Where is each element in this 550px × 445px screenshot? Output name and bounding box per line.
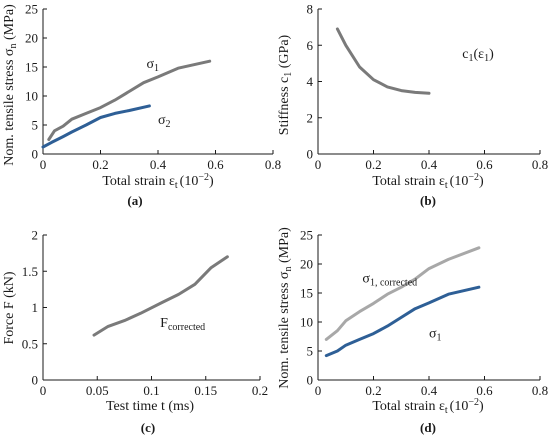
y-tick-label: 0: [32, 147, 39, 162]
y-tick-label: 10: [25, 89, 38, 104]
series-label: Fcorrected: [160, 316, 205, 333]
y-axis-label: Nom. tensile stress σn (MPa): [2, 4, 19, 166]
x-axis-label: Total strain εt (10−2): [372, 397, 484, 416]
panel-label: (a): [127, 193, 142, 208]
y-tick-label: 2: [32, 228, 39, 243]
x-tick-label: 0.15: [194, 383, 217, 398]
x-tick-label: 0.8: [532, 157, 548, 172]
panel-label: (b): [420, 193, 436, 208]
x-tick-label: 0.05: [86, 383, 109, 398]
y-tick-label: 0: [32, 373, 39, 388]
x-tick-label: 0.6: [476, 383, 493, 398]
series-line-0: [92, 255, 229, 337]
series-line-1: [324, 285, 481, 358]
series-line-1: [41, 104, 151, 149]
x-tick-label: 0.1: [143, 383, 159, 398]
x-tick-label: 0.6: [207, 157, 224, 172]
series-label: σ2: [158, 113, 171, 130]
x-tick-label: 0.2: [92, 157, 108, 172]
y-tick-label: 0.5: [22, 336, 38, 351]
chart-panel-a: 0 0.2 0.4 0.6 0.8 0 5 10 15 20 25 Total strain εt (1…: [2, 2, 281, 209]
y-tick-label: 0: [307, 147, 314, 162]
y-tick-label: 4: [307, 74, 314, 89]
x-tick-label: 0.8: [532, 383, 548, 398]
chart-panel-b: 0 0.2 0.4 0.6 0.8 0 2 4 6 8 Total strain εt (10−2) S…: [277, 2, 548, 209]
series-label: σ1, corrected: [362, 272, 417, 289]
x-axis-label: Total strain εt (10−2): [102, 172, 214, 191]
y-axis-label: Stiffness c1 (GPa): [277, 34, 294, 135]
y-tick-label: 1.5: [22, 264, 38, 279]
series-line-0: [324, 246, 481, 341]
y-tick-label: 25: [300, 228, 313, 243]
x-tick-label: 0.6: [476, 157, 493, 172]
y-axis-label: Force F (kN): [2, 271, 17, 344]
y-tick-label: 1: [32, 300, 39, 315]
x-tick-label: 0.2: [365, 383, 381, 398]
series-label: σ1: [147, 57, 160, 74]
y-tick-label: 2: [307, 110, 314, 125]
y-tick-label: 0: [307, 373, 314, 388]
x-axis-label: Test time t (ms): [106, 399, 194, 414]
x-tick-label: 0: [40, 157, 47, 172]
y-tick-label: 15: [25, 60, 38, 75]
y-tick-label: 5: [32, 118, 39, 133]
x-tick-label: 0: [315, 383, 322, 398]
panel-label: (d): [420, 420, 436, 435]
x-axis-label: Total strain εt (10−2): [372, 172, 484, 191]
y-axis-label: Nom. tensile stress σn (MPa): [277, 227, 294, 389]
y-tick-label: 10: [300, 315, 313, 330]
chart-panel-c: 0 0.05 0.1 0.15 0.2 0 0.5 1 1.5 2 Test time t (ms)…: [2, 228, 268, 436]
y-tick-label: 20: [25, 31, 38, 46]
y-tick-label: 8: [307, 2, 314, 17]
y-tick-label: 5: [307, 344, 314, 359]
x-tick-label: 0.4: [421, 157, 438, 172]
y-tick-label: 6: [307, 38, 314, 53]
y-tick-label: 20: [300, 257, 313, 272]
series-line-0: [335, 27, 431, 95]
x-tick-label: 0.4: [421, 383, 438, 398]
x-tick-label: 0.8: [265, 157, 281, 172]
series-label: σ1: [429, 327, 442, 344]
y-tick-label: 25: [25, 2, 38, 17]
x-tick-label: 0: [40, 383, 47, 398]
chart-panel-d: 0 0.2 0.4 0.6 0.8 0 5 10 15 20 25 Total strain εt (1…: [277, 227, 548, 435]
x-tick-label: 0.2: [365, 157, 381, 172]
series-label: c1(ε1): [462, 47, 494, 64]
x-tick-label: 0.2: [252, 383, 268, 398]
x-tick-label: 0: [315, 157, 322, 172]
panel-label: (c): [141, 420, 155, 435]
x-tick-label: 0.4: [150, 157, 167, 172]
series-line-0: [47, 59, 212, 141]
y-tick-label: 15: [300, 286, 313, 301]
